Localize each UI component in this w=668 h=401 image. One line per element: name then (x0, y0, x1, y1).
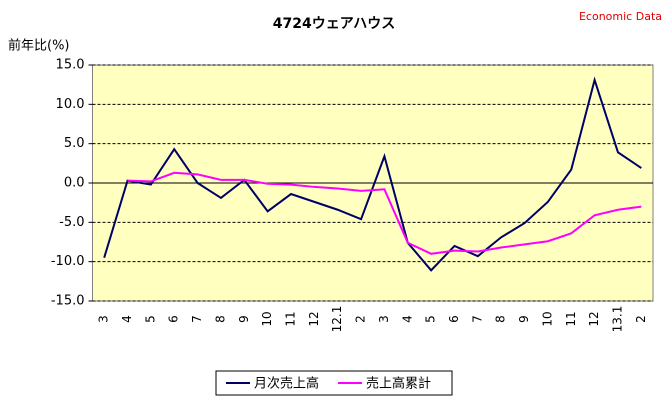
y-tick-label: 0.0 (64, 176, 85, 191)
x-tick-label: 8 (494, 315, 508, 323)
y-tick-label: -10.0 (51, 254, 85, 269)
x-tick-label: 10 (260, 311, 274, 326)
y-axis-label: 前年比(%) (8, 38, 70, 54)
y-tick-label: -15.0 (51, 294, 85, 309)
y-tick-label: 5.0 (64, 136, 85, 151)
x-tick-label: 12 (587, 311, 601, 326)
x-tick-label: 6 (167, 315, 181, 323)
x-tick-label: 6 (447, 315, 461, 323)
legend-label: 売上高累計 (366, 376, 431, 392)
legend-box (215, 370, 453, 396)
x-tick-label: 8 (213, 315, 227, 323)
x-tick-label: 5 (143, 315, 157, 323)
x-tick-label: 11 (564, 311, 578, 326)
x-tick-label: 5 (424, 315, 438, 323)
x-tick-label: 3 (97, 315, 111, 323)
x-tick-label: 13.1 (610, 306, 624, 333)
x-tick-label: 9 (517, 315, 531, 323)
x-tick-label: 2 (354, 315, 368, 323)
x-tick-label: 4 (120, 315, 134, 323)
x-tick-label: 2 (634, 315, 648, 323)
source: Economic Data (579, 10, 662, 23)
x-tick-label: 10 (540, 311, 554, 326)
x-tick-label: 12.1 (330, 306, 344, 333)
x-tick-label: 7 (470, 315, 484, 323)
x-tick-label: 11 (284, 311, 298, 326)
x-tick-label: 3 (377, 315, 391, 323)
series-line (103, 76, 642, 272)
x-tick-label: 9 (237, 315, 251, 323)
x-tick-label: 4 (400, 315, 414, 323)
chart-title: 4724ウェアハウス (273, 16, 395, 32)
x-tick-label: 7 (190, 315, 204, 323)
legend-label: 月次売上高 (254, 376, 319, 392)
x-tick-label: 12 (307, 311, 321, 326)
y-tick-label: 10.0 (56, 97, 85, 112)
y-tick-label: 15.0 (56, 58, 85, 73)
series-line (127, 171, 642, 255)
y-tick-label: -5.0 (59, 215, 84, 230)
